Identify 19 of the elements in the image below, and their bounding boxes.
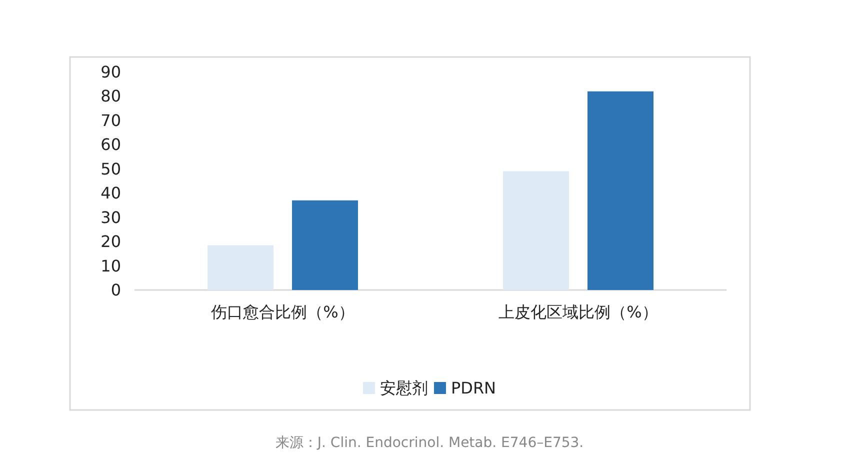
y-tick-label: 30 [100, 208, 121, 227]
y-tick-label: 50 [100, 159, 121, 178]
y-tick-label: 60 [100, 135, 121, 154]
bar [208, 245, 274, 290]
bar [292, 200, 358, 290]
y-tick-label: 70 [100, 110, 121, 130]
legend-label: PDRN [450, 378, 496, 398]
legend-label: 安慰剂 [380, 378, 428, 398]
x-tick-label: 伤口愈合比例（%） [211, 302, 354, 322]
x-tick-label: 上皮化区域比例（%） [498, 302, 658, 322]
y-tick-label: 10 [100, 256, 121, 276]
y-tick-label: 80 [100, 86, 121, 106]
bar [587, 91, 654, 290]
y-tick-label: 0 [110, 280, 121, 300]
y-tick-label: 90 [100, 62, 121, 82]
y-tick-label: 20 [100, 232, 121, 252]
source-note: 来源：J. Clin. Endocrinol. Metab. E746–E753. [275, 435, 584, 451]
bar [503, 171, 570, 290]
y-tick-label: 40 [100, 184, 121, 203]
